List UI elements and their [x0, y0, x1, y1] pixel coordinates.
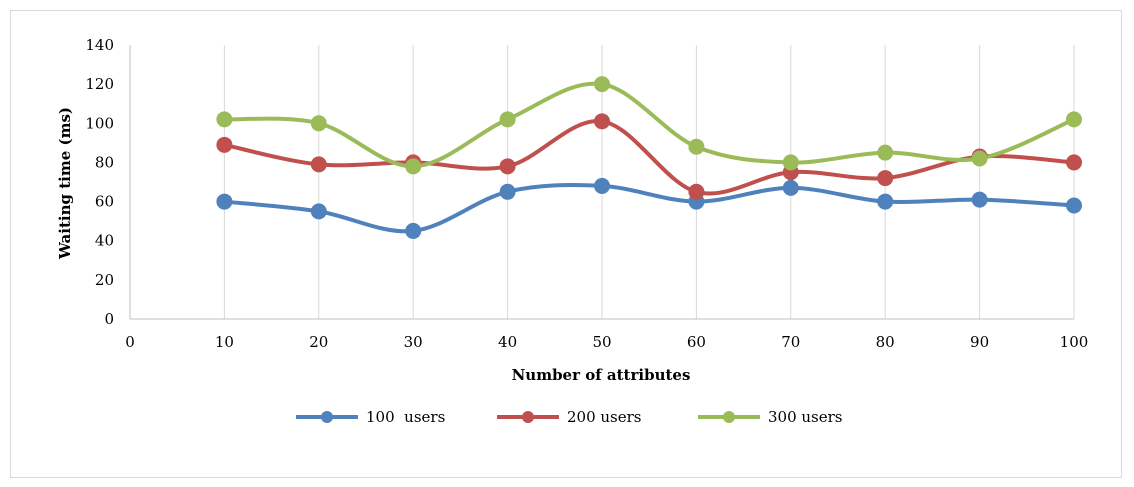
data-point [405, 158, 422, 175]
data-point [782, 179, 799, 196]
x-tick-label: 80 [876, 333, 895, 351]
legend-label: 100 users [366, 408, 445, 426]
x-tick-label: 40 [498, 333, 517, 351]
legend-marker [522, 411, 534, 423]
data-point [216, 111, 233, 128]
data-point [971, 191, 988, 208]
x-tick-label: 20 [309, 333, 328, 351]
data-point [499, 111, 516, 128]
x-tick-label: 10 [215, 333, 234, 351]
y-tick-label: 80 [95, 153, 114, 171]
x-tick-label: 0 [125, 333, 135, 351]
data-point [310, 156, 327, 173]
series-markers [216, 76, 1082, 239]
x-tick-label: 50 [592, 333, 611, 351]
data-point [1066, 111, 1082, 128]
series-line [222, 119, 1076, 196]
data-point [688, 183, 705, 200]
y-tick-label: 140 [85, 36, 114, 54]
data-point [499, 158, 516, 175]
data-point [405, 222, 422, 239]
grid-lines [223, 45, 1075, 319]
data-point [216, 136, 233, 153]
y-tick-label: 20 [95, 271, 114, 289]
y-tick-label: 100 [85, 114, 114, 132]
data-point [216, 193, 233, 210]
series-line [222, 81, 1076, 169]
data-point [594, 177, 610, 194]
x-tick-label: 70 [781, 333, 800, 351]
legend: 100 users 200 users 300 users [296, 408, 843, 426]
legend-label: 300 users [768, 408, 843, 426]
data-point [594, 76, 610, 93]
data-point [1066, 154, 1082, 171]
legend-marker [321, 411, 333, 423]
legend-marker [723, 411, 735, 423]
x-tick-label: 60 [687, 333, 706, 351]
data-point [877, 170, 894, 187]
axes: 0 20 40 60 80 100 120 140 0 10 20 30 40 50 60 70 80 90 100 [85, 36, 1088, 351]
data-point [1066, 197, 1082, 214]
y-axis-title: Waiting time (ms) [56, 107, 74, 260]
series-line [222, 183, 1076, 234]
y-tick-label: 120 [85, 75, 114, 93]
legend-label: 200 users [567, 408, 642, 426]
data-point [971, 150, 988, 167]
y-tick-label: 60 [95, 193, 114, 211]
data-point [594, 113, 610, 130]
data-point [688, 138, 705, 155]
series-lines [222, 81, 1076, 234]
x-axis-title: Number of attributes [512, 366, 691, 384]
x-tick-label: 100 [1060, 333, 1089, 351]
x-tick-label: 90 [970, 333, 989, 351]
data-point [877, 144, 894, 161]
data-point [310, 115, 327, 132]
data-point [877, 193, 894, 210]
data-point [499, 183, 516, 200]
y-tick-label: 40 [95, 232, 114, 250]
data-point [310, 203, 327, 220]
y-tick-label: 0 [104, 310, 114, 328]
x-tick-label: 30 [404, 333, 423, 351]
data-point [782, 154, 799, 171]
